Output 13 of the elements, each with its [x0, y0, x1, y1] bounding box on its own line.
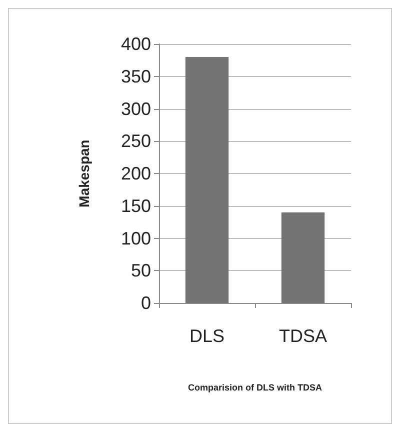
x-tick-label: DLS [189, 326, 225, 346]
x-tick-label: TDSA [278, 326, 328, 346]
y-tick-label: 200 [120, 164, 151, 184]
y-tick-label: 50 [130, 260, 151, 281]
y-tick-label: 250 [120, 131, 151, 152]
y-axis-title: Makespan [76, 140, 92, 208]
y-tick-label: 400 [120, 34, 151, 54]
y-tick-label: 150 [120, 196, 151, 216]
x-axis-title: Comparision of DLS with TDSA [188, 382, 322, 392]
y-tick-label: 100 [120, 228, 151, 248]
y-tick-label: 0 [140, 293, 151, 313]
y-tick-label: 300 [120, 98, 151, 119]
y-tick-label: 350 [120, 66, 151, 86]
